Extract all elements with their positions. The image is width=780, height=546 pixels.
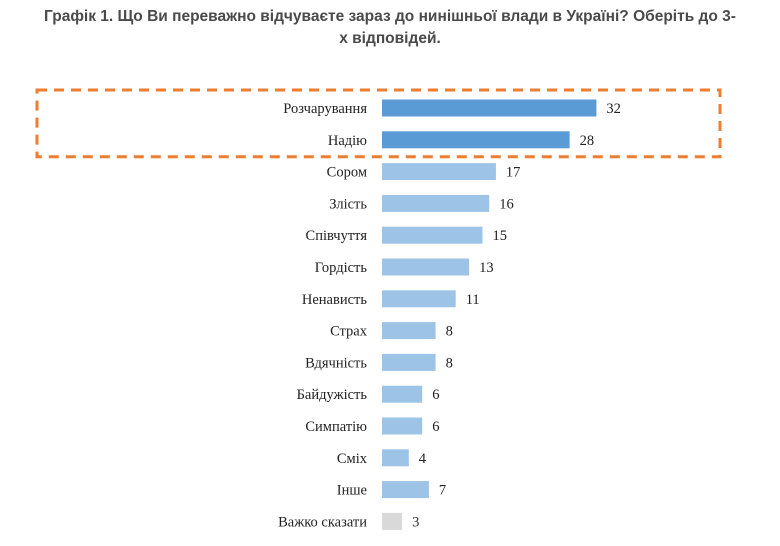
value-label-12: 4 [419,451,427,467]
value-label-5: 15 [493,228,508,244]
bar-2 [382,131,570,149]
bar-9 [382,353,436,371]
value-label-8: 8 [446,324,453,340]
value-label-4: 16 [499,196,514,212]
category-label-14: Важко сказати [278,514,367,530]
category-label-13: Інше [337,483,367,499]
value-label-14: 3 [412,514,419,530]
bar-3 [382,163,496,181]
category-label-11: Симпатію [305,419,367,435]
chart-title-line-1: Графік 1. Що Ви переважно відчуваєте зар… [44,8,736,25]
chart-title-line-2: х відповідей. [339,30,441,47]
category-label-10: Байдужість [297,387,368,403]
category-label-6: Гордість [315,260,368,276]
bar-13 [382,481,429,499]
bar-5 [382,226,483,244]
category-label-9: Вдячність [305,355,367,371]
category-label-12: Сміх [337,451,368,467]
category-label-4: Злість [329,196,367,212]
category-label-8: Страх [330,324,368,340]
highlight-box [35,88,722,159]
value-label-13: 7 [439,483,446,499]
value-label-10: 6 [432,387,439,403]
bar-14 [382,512,403,530]
value-label-3: 17 [506,165,521,181]
bar-10 [382,385,423,403]
value-label-11: 6 [432,419,439,435]
bar-7 [382,290,456,308]
bar-12 [382,449,409,467]
bar-4 [382,194,490,212]
category-label-3: Сором [327,165,367,181]
chart-title: Графік 1. Що Ви переважно відчуваєте зар… [0,6,780,50]
bar-6 [382,258,470,276]
category-label-2: Надію [328,133,367,149]
value-label-9: 8 [446,355,453,371]
bar-11 [382,417,423,435]
value-label-1: 32 [606,101,621,117]
value-label-7: 11 [466,292,480,308]
bar-1 [382,99,597,117]
value-label-2: 28 [580,133,595,149]
bar-8 [382,322,436,340]
category-label-5: Співчуття [306,228,368,244]
category-label-7: Ненависть [302,292,367,308]
value-label-6: 13 [479,260,494,276]
category-label-1: Розчарування [283,101,367,117]
